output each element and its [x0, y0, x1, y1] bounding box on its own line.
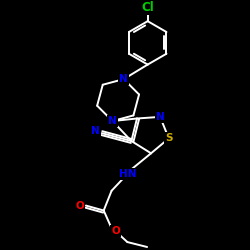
Text: N: N	[119, 74, 128, 84]
Text: Cl: Cl	[141, 1, 154, 14]
Text: HN: HN	[118, 169, 136, 179]
Text: N: N	[92, 126, 100, 136]
Text: O: O	[111, 226, 120, 236]
Text: N: N	[156, 112, 164, 122]
Text: S: S	[165, 134, 172, 143]
Text: N: N	[108, 116, 117, 126]
Text: O: O	[76, 200, 84, 210]
